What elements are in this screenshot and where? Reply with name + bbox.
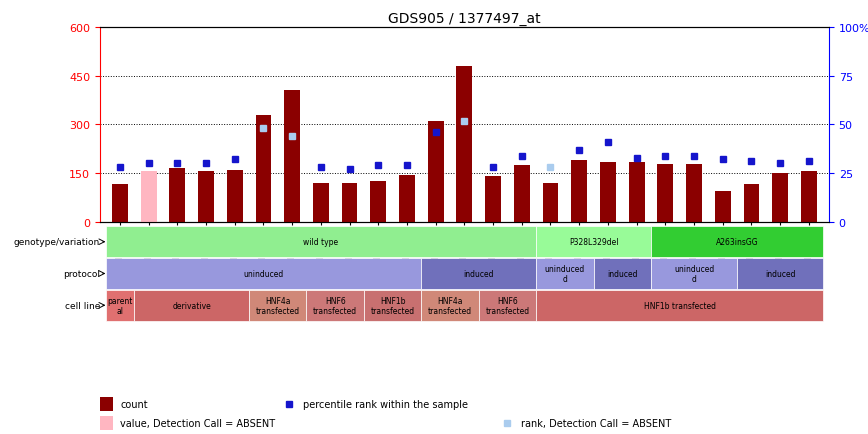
Bar (651, 258, 737, 289)
Bar (514, 166, 529, 222)
Bar (100, 397, 113, 411)
Bar (342, 184, 358, 222)
Bar (457, 67, 472, 222)
Text: uninduced
d: uninduced d (674, 265, 714, 283)
Title: GDS905 / 1377497_at: GDS905 / 1377497_at (388, 12, 541, 26)
Text: A263insGG: A263insGG (716, 238, 759, 247)
Bar (100, 417, 113, 430)
Bar (198, 172, 214, 222)
Bar (255, 115, 272, 222)
Bar (141, 171, 156, 222)
Text: uninduced
d: uninduced d (545, 265, 585, 283)
Text: HNF1b
transfected: HNF1b transfected (371, 296, 415, 315)
Bar (628, 162, 645, 222)
Bar (536, 258, 594, 289)
Text: HNF6
transfected: HNF6 transfected (485, 296, 529, 315)
Bar (536, 290, 823, 321)
Text: wild type: wild type (303, 238, 339, 247)
Bar (773, 174, 788, 222)
Text: induced: induced (464, 270, 494, 278)
Bar (284, 91, 300, 222)
Text: protocol: protocol (63, 270, 100, 278)
Text: HNF6
transfected: HNF6 transfected (313, 296, 358, 315)
Bar (306, 290, 364, 321)
Bar (169, 169, 185, 222)
Text: induced: induced (765, 270, 795, 278)
Bar (657, 164, 674, 222)
Bar (421, 258, 536, 289)
Bar (801, 172, 817, 222)
Bar (106, 290, 135, 321)
Bar (135, 290, 249, 321)
Text: cell line: cell line (65, 301, 100, 310)
Bar (112, 185, 128, 222)
Text: HNF4a
transfected: HNF4a transfected (428, 296, 472, 315)
Text: value, Detection Call = ABSENT: value, Detection Call = ABSENT (121, 418, 275, 428)
Text: parent
al: parent al (108, 296, 133, 315)
Bar (686, 164, 702, 222)
Bar (249, 290, 306, 321)
Text: rank, Detection Call = ABSENT: rank, Detection Call = ABSENT (522, 418, 672, 428)
Text: genotype/variation: genotype/variation (14, 238, 100, 247)
Text: P328L329del: P328L329del (569, 238, 618, 247)
Bar (371, 182, 386, 222)
Bar (313, 184, 329, 222)
Bar (485, 177, 501, 222)
Text: count: count (121, 399, 148, 409)
Text: HNF1b transfected: HNF1b transfected (644, 301, 716, 310)
Bar (536, 227, 651, 258)
Text: HNF4a
transfected: HNF4a transfected (256, 296, 299, 315)
Bar (106, 258, 421, 289)
Bar (421, 290, 479, 321)
Bar (399, 175, 415, 222)
Bar (364, 290, 421, 321)
Bar (594, 258, 651, 289)
Text: uninduced: uninduced (243, 270, 284, 278)
Bar (227, 171, 243, 222)
Bar (106, 227, 536, 258)
Bar (600, 162, 615, 222)
Bar (715, 191, 731, 222)
Bar (428, 122, 444, 222)
Bar (542, 184, 558, 222)
Bar (571, 161, 587, 222)
Bar (744, 185, 760, 222)
Bar (479, 290, 536, 321)
Bar (651, 227, 823, 258)
Text: induced: induced (607, 270, 637, 278)
Bar (737, 258, 823, 289)
Text: derivative: derivative (173, 301, 211, 310)
Text: percentile rank within the sample: percentile rank within the sample (303, 399, 468, 409)
